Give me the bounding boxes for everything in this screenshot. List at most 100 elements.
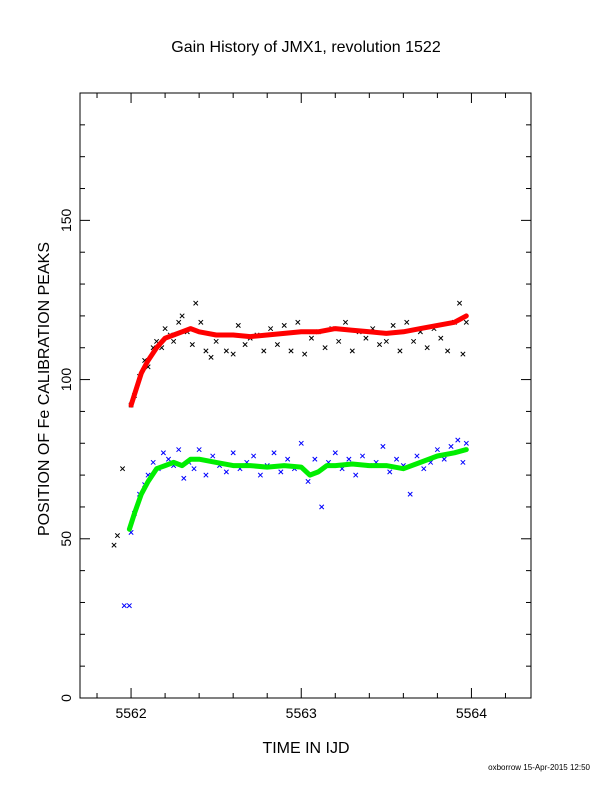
data-point bbox=[268, 326, 274, 332]
data-point bbox=[359, 453, 366, 459]
point-stroke bbox=[223, 469, 229, 475]
data-point bbox=[208, 354, 214, 360]
point-stroke bbox=[383, 338, 389, 344]
point-stroke bbox=[114, 533, 120, 539]
data-point bbox=[322, 345, 328, 351]
data-point bbox=[397, 348, 403, 354]
y-tick-label: 0 bbox=[58, 694, 74, 702]
data-point bbox=[463, 319, 469, 325]
data-point bbox=[387, 469, 393, 475]
data-point bbox=[196, 447, 202, 453]
point-stroke bbox=[176, 447, 182, 453]
data-point bbox=[165, 456, 172, 462]
point-stroke bbox=[463, 440, 469, 446]
point-stroke bbox=[404, 319, 410, 325]
data-point bbox=[319, 504, 325, 510]
point-stroke bbox=[165, 456, 172, 462]
point-stroke bbox=[455, 437, 461, 443]
data-point bbox=[150, 459, 156, 465]
point-stroke bbox=[210, 453, 216, 459]
point-stroke bbox=[407, 491, 413, 497]
point-stroke bbox=[380, 443, 386, 450]
point-stroke bbox=[305, 478, 311, 485]
data-point bbox=[203, 472, 209, 478]
data-point bbox=[181, 475, 187, 481]
point-stroke bbox=[145, 472, 151, 478]
point-stroke bbox=[274, 341, 280, 348]
data-point bbox=[176, 447, 182, 453]
data-point bbox=[126, 603, 132, 609]
point-stroke bbox=[397, 348, 403, 354]
data-point bbox=[390, 322, 396, 329]
data-point bbox=[111, 542, 117, 548]
data-point bbox=[235, 322, 241, 329]
data-point bbox=[162, 326, 168, 332]
point-stroke bbox=[421, 466, 427, 472]
data-point bbox=[332, 450, 338, 456]
point-stroke bbox=[424, 345, 430, 351]
point-stroke bbox=[353, 472, 359, 478]
point-stroke bbox=[203, 348, 209, 354]
data-point bbox=[288, 348, 294, 354]
point-stroke bbox=[363, 335, 369, 341]
point-stroke bbox=[257, 472, 263, 478]
point-stroke bbox=[349, 348, 355, 354]
y-tick-label: 100 bbox=[58, 368, 74, 392]
point-stroke bbox=[414, 453, 420, 459]
point-stroke bbox=[176, 319, 182, 325]
data-point bbox=[346, 456, 352, 462]
point-stroke bbox=[191, 466, 197, 472]
data-point bbox=[198, 319, 204, 325]
point-stroke bbox=[288, 348, 294, 354]
data-point bbox=[191, 466, 197, 472]
series-line bbox=[126, 447, 469, 532]
data-point bbox=[438, 335, 444, 341]
point-stroke bbox=[242, 341, 248, 348]
data-point bbox=[271, 450, 277, 456]
series-2 bbox=[128, 313, 469, 408]
point-stroke bbox=[179, 313, 185, 319]
point-stroke bbox=[342, 319, 349, 325]
point-stroke bbox=[230, 450, 236, 456]
data-point bbox=[456, 300, 463, 306]
data-point bbox=[223, 348, 229, 354]
point-stroke bbox=[251, 453, 257, 459]
point-stroke bbox=[346, 456, 352, 462]
point-stroke bbox=[336, 338, 342, 344]
data-point bbox=[404, 319, 410, 325]
y-tick-labels: 0 50 100 150 bbox=[58, 208, 74, 701]
data-point bbox=[257, 472, 263, 478]
data-point bbox=[363, 335, 369, 341]
data-point bbox=[160, 450, 166, 456]
point-stroke bbox=[393, 456, 400, 462]
axis-ticks bbox=[80, 92, 531, 699]
y-tick-label: 150 bbox=[58, 208, 74, 232]
data-point bbox=[380, 443, 386, 450]
point-stroke bbox=[230, 351, 236, 357]
data-point bbox=[251, 453, 257, 459]
x-tick-labels: 5562 5563 5564 bbox=[115, 705, 487, 721]
point-stroke bbox=[302, 351, 308, 357]
point-stroke bbox=[271, 450, 277, 456]
data-point bbox=[312, 456, 318, 462]
point-stroke bbox=[445, 348, 451, 354]
point-stroke bbox=[460, 459, 466, 465]
data-point bbox=[376, 341, 383, 348]
point-stroke bbox=[411, 338, 417, 344]
point-stroke bbox=[208, 354, 214, 360]
point-stroke bbox=[198, 319, 204, 325]
y-axis-label: POSITION OF Fe CALIBRATION PEAKS bbox=[36, 242, 53, 536]
point-stroke bbox=[434, 447, 440, 453]
point-stroke bbox=[322, 345, 328, 351]
data-point bbox=[383, 338, 389, 344]
data-point bbox=[278, 469, 284, 475]
data-point bbox=[179, 313, 185, 319]
point-stroke bbox=[159, 345, 165, 351]
data-point bbox=[353, 472, 359, 478]
data-point bbox=[445, 348, 451, 354]
data-point bbox=[242, 341, 248, 348]
point-stroke bbox=[119, 466, 126, 472]
data-point bbox=[171, 338, 177, 344]
point-stroke bbox=[189, 341, 195, 348]
data-point bbox=[460, 351, 466, 357]
